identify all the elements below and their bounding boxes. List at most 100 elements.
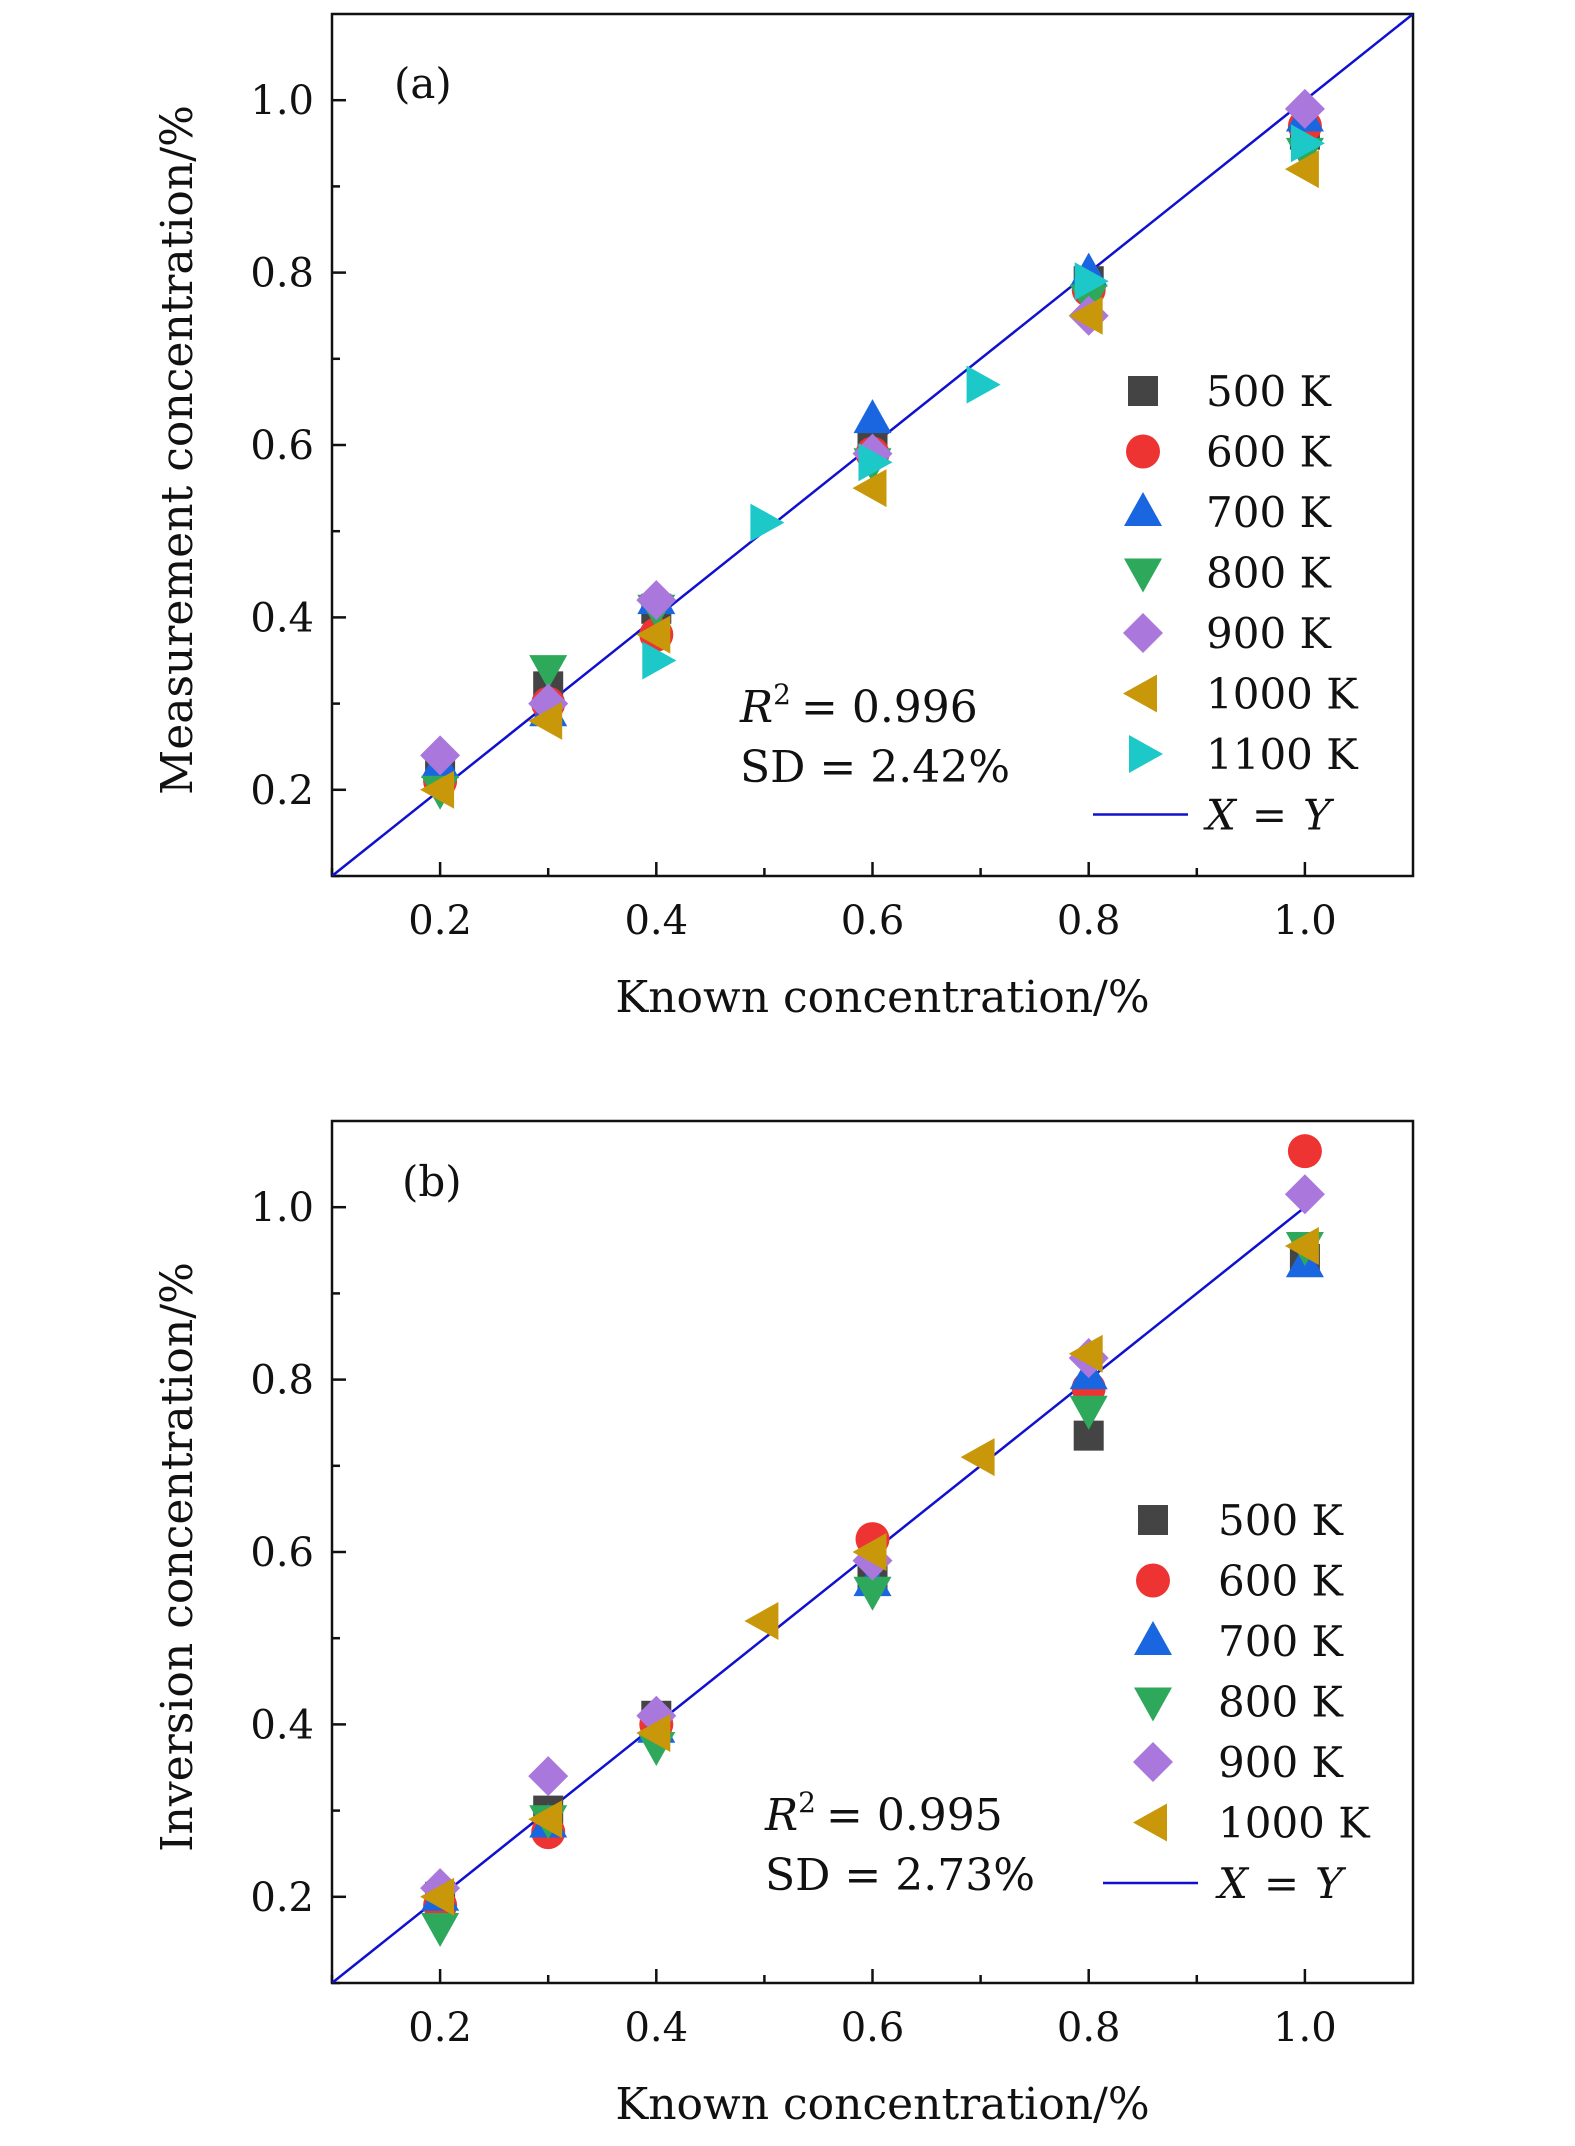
r-exponent: 2 xyxy=(798,1786,816,1819)
legend-marker xyxy=(1126,434,1160,469)
x-equals-y-line xyxy=(332,1206,1306,1983)
y-axis-title: Measurement concentration/% xyxy=(152,105,203,795)
data-point xyxy=(528,1756,569,1797)
sd-annotation: SD = 2.42% xyxy=(740,742,1010,793)
legend-marker xyxy=(1136,1563,1170,1598)
data-point xyxy=(852,1533,887,1571)
data-point xyxy=(1284,1226,1319,1265)
data-point xyxy=(858,443,893,482)
legend: 500 K 600 K 700 K 800 K 900 K 1000 K X = Y xyxy=(1103,1496,1371,1908)
data-point xyxy=(750,503,785,542)
legend-marker xyxy=(1124,558,1162,593)
y-tick-label: 0.8 xyxy=(250,251,314,297)
data-point xyxy=(636,1714,671,1753)
r-squared-value: = 0.995 xyxy=(826,1790,1003,1841)
legend-x-symbol: X xyxy=(1203,791,1238,840)
data-point xyxy=(636,580,677,621)
data-point xyxy=(1074,262,1109,301)
r-squared-annotation: R2 = 0.996 xyxy=(739,678,978,733)
data-point xyxy=(420,735,461,776)
legend-marker xyxy=(1124,492,1162,526)
data-point xyxy=(1069,1395,1108,1430)
legend-label: 900 K xyxy=(1206,609,1333,658)
data-point xyxy=(853,399,892,434)
legend-marker xyxy=(1133,1742,1173,1782)
r-squared-value: = 0.996 xyxy=(801,682,978,733)
series-1000-k xyxy=(420,1226,1319,1916)
panel-b: 0.2 0.4 0.6 0.8 1.0 0.2 0.4 0.6 0.8 1.0 Known conc… xyxy=(152,1119,1415,2130)
data-point xyxy=(1287,1134,1322,1169)
data-point xyxy=(960,1438,995,1477)
y-tick-label: 0.6 xyxy=(250,1530,314,1576)
x-axis-title: Known concentration/% xyxy=(615,2079,1149,2130)
sd-annotation: SD = 2.73% xyxy=(765,1850,1035,1901)
y-tick-label: 0.4 xyxy=(250,595,314,641)
legend-marker xyxy=(1128,376,1158,406)
legend-label: 900 K xyxy=(1218,1738,1345,1787)
data-point xyxy=(1284,1174,1325,1215)
data-point xyxy=(636,615,671,654)
x-axis-title: Known concentration/% xyxy=(615,972,1149,1023)
r-squared-annotation: R2 = 0.995 xyxy=(764,1786,1003,1841)
data-point xyxy=(528,1800,563,1839)
legend-label: 1000 K xyxy=(1206,670,1359,719)
r-symbol: R xyxy=(739,682,773,733)
legend-marker xyxy=(1123,674,1157,713)
data-point xyxy=(852,469,887,508)
y-tick-label: 1.0 xyxy=(250,1185,314,1231)
data-point xyxy=(1068,296,1103,335)
x-tick-label: 0.6 xyxy=(841,898,905,944)
data-point xyxy=(528,701,563,740)
legend-label: 800 K xyxy=(1218,1678,1345,1727)
x-tick-label: 1.0 xyxy=(1273,898,1337,944)
legend-marker xyxy=(1123,613,1163,653)
y-tick-label: 1.0 xyxy=(250,78,314,124)
y-axis-title: Inversion concentration/% xyxy=(152,1262,203,1852)
y-tick-label: 0.2 xyxy=(250,1875,314,1921)
data-point xyxy=(642,641,677,680)
y-tick-label: 0.2 xyxy=(250,768,314,814)
data-point xyxy=(529,655,568,690)
data-point xyxy=(1284,88,1325,129)
data-point xyxy=(420,1877,455,1916)
data-point xyxy=(853,1576,892,1611)
y-tick-label: 0.6 xyxy=(250,423,314,469)
legend-marker xyxy=(1134,1621,1172,1655)
legend-y-symbol: Y xyxy=(1303,791,1335,840)
legend-line-label: X = Y xyxy=(1203,791,1335,840)
y-tick-label: 0.4 xyxy=(250,1702,314,1748)
legend-label: 800 K xyxy=(1206,549,1333,598)
data-point xyxy=(420,770,455,809)
legend-label: 1000 K xyxy=(1218,1799,1371,1848)
data-point xyxy=(966,365,1001,404)
legend-marker xyxy=(1138,1505,1168,1535)
legend-y-symbol: Y xyxy=(1315,1859,1347,1908)
legend-marker xyxy=(1129,735,1163,773)
y-tick-label: 0.8 xyxy=(250,1358,314,1404)
legend-label: 500 K xyxy=(1206,367,1333,416)
panel-a: 0.2 0.4 0.6 0.8 1.0 0.2 0.4 0.6 0.8 1.0 Known conc… xyxy=(152,12,1415,1023)
legend-label: 700 K xyxy=(1206,488,1333,537)
legend-label: 700 K xyxy=(1218,1617,1345,1666)
x-tick-label: 0.4 xyxy=(624,898,688,944)
series-1100-k xyxy=(642,124,1325,680)
x-tick-label: 0.2 xyxy=(408,898,472,944)
x-tick-label: 0.4 xyxy=(624,2005,688,2051)
legend-label: 500 K xyxy=(1218,1496,1345,1545)
r-exponent: 2 xyxy=(773,678,791,711)
x-tick-label: 0.6 xyxy=(841,2005,905,2051)
series-1000-k xyxy=(420,150,1319,809)
x-tick-label: 0.8 xyxy=(1057,2005,1121,2051)
x-tick-label: 1.0 xyxy=(1273,2005,1337,2051)
x-tick-label: 0.8 xyxy=(1057,898,1121,944)
legend-marker xyxy=(1134,1687,1172,1722)
legend-x-symbol: X xyxy=(1215,1859,1250,1908)
legend-label: 600 K xyxy=(1218,1557,1345,1606)
data-point xyxy=(744,1601,779,1640)
legend-line-label: X = Y xyxy=(1215,1859,1347,1908)
data-point xyxy=(1068,1334,1103,1373)
legend: 500 K 600 K 700 K 800 K 900 K 1000 K 1100 K X = Y xyxy=(1093,367,1359,840)
panel-label: (b) xyxy=(402,1157,462,1206)
legend-label: 600 K xyxy=(1206,428,1333,477)
